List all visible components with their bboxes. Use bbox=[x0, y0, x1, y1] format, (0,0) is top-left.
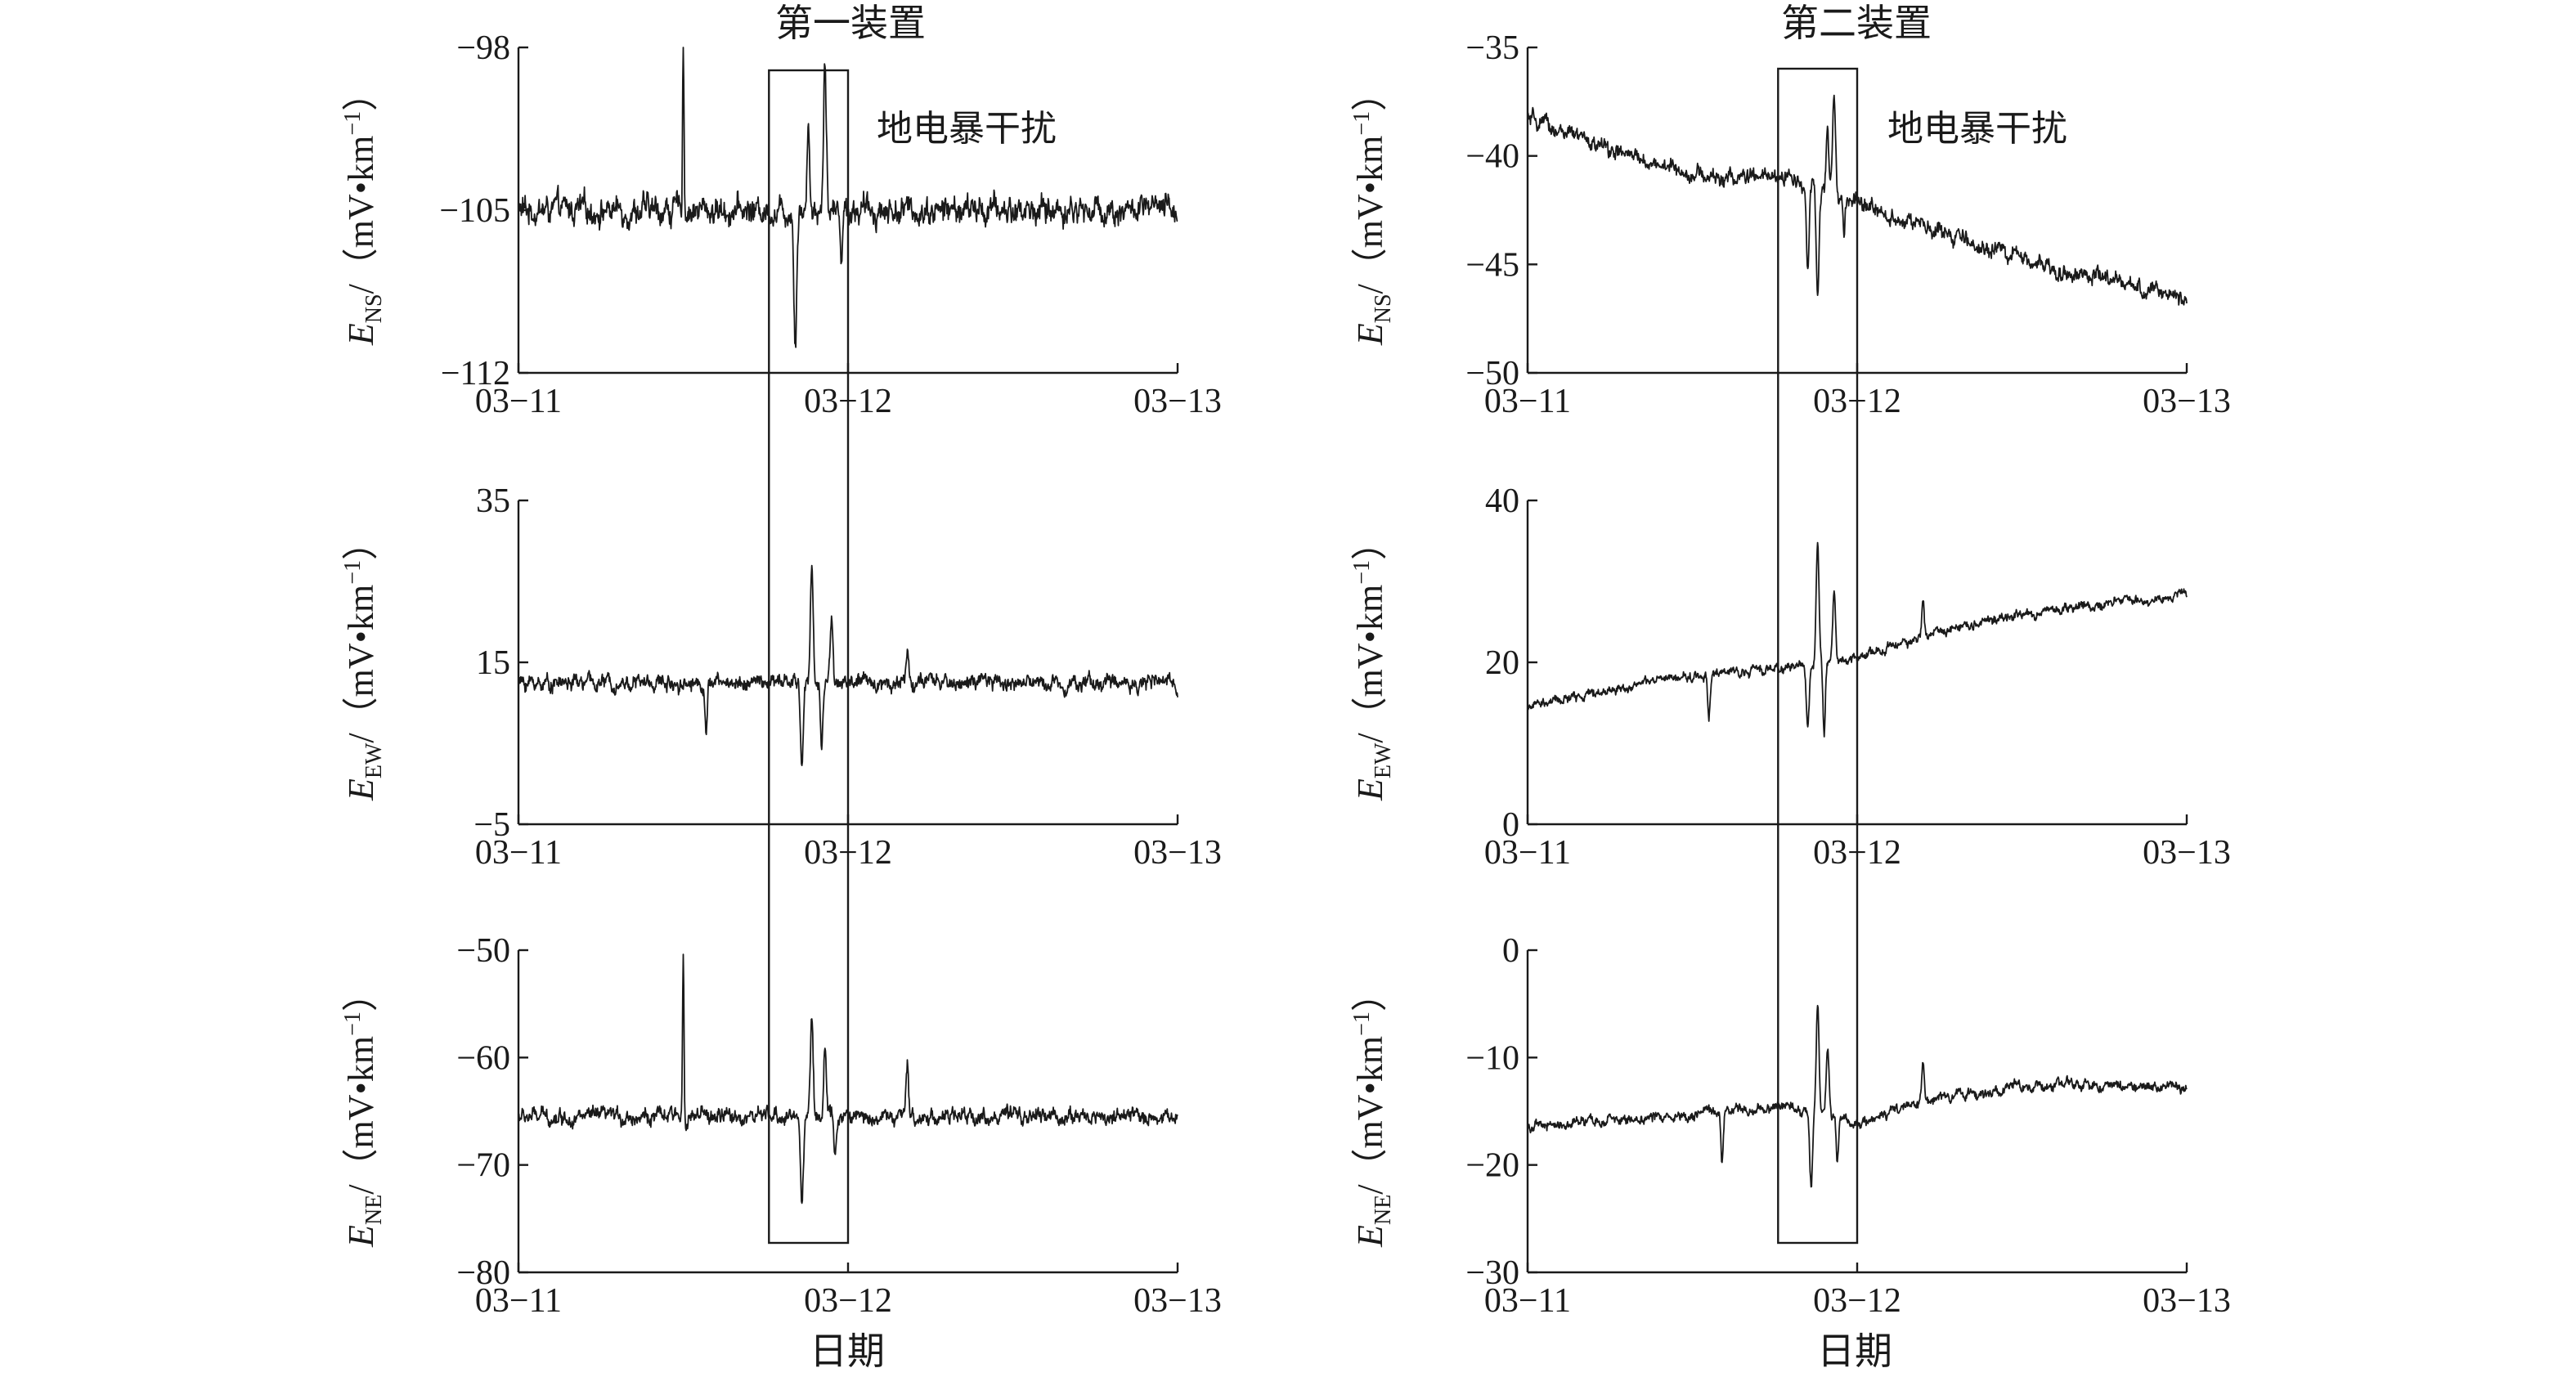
panel-right-ew-x-tick-label: 03−13 bbox=[2143, 834, 2231, 872]
panel-left-ne-x-tick-label: 03−12 bbox=[804, 1282, 892, 1320]
panel-left-ew-x-tick-label: 03−11 bbox=[475, 834, 562, 872]
panel-left-ne-y-tick-label: −60 bbox=[456, 1039, 510, 1077]
panel-right-ew-y-tick-label: 40 bbox=[1485, 482, 1519, 520]
panel-right-ne-x-tick-label: 03−13 bbox=[2143, 1282, 2231, 1320]
disturbance-box-right bbox=[1777, 67, 1859, 1245]
annotation-right: 地电暴干扰 bbox=[1887, 109, 2067, 149]
panel-left-ne-y-label: ENE/（mV•km−1） bbox=[340, 976, 387, 1248]
panel-left-ne-series-line bbox=[518, 953, 1178, 1204]
panel-left-ew-y-tick-label: 15 bbox=[476, 644, 510, 682]
panel-left-ew-y-label: EEW/（mV•km−1） bbox=[340, 524, 387, 801]
panel-left-ns-y-label: ENS/（mV•km−1） bbox=[340, 75, 387, 346]
panel-right-ns-y-tick-label: −45 bbox=[1465, 246, 1519, 284]
panel-right-ne-y-tick-label: 0 bbox=[1502, 932, 1519, 970]
panel-right-ew-y-label: EEW/（mV•km−1） bbox=[1349, 524, 1396, 801]
panel-right-ns-y-tick-label: −35 bbox=[1465, 29, 1519, 67]
column-title-right: 第二装置 bbox=[1781, 2, 1932, 44]
panel-left-ns-y-tick-label: −98 bbox=[456, 29, 510, 67]
panel-left-ew-y-tick-label: −5 bbox=[473, 806, 510, 844]
panel-left-ns-y-tick-label: −105 bbox=[439, 192, 510, 230]
panel-left-ns-series-line bbox=[518, 47, 1178, 348]
panel-right-ne-series-line bbox=[1527, 1004, 2188, 1188]
panel-left-ew-x-tick-label: 03−13 bbox=[1133, 834, 1222, 872]
panel-left-ns-x-tick-label: 03−12 bbox=[804, 383, 892, 420]
panel-right-ew-x-tick-label: 03−12 bbox=[1813, 834, 1901, 872]
panel-right-ns-series-line bbox=[1527, 94, 2188, 306]
panel-right-ns-y-label: ENS/（mV•km−1） bbox=[1349, 75, 1396, 346]
panel-left-ne-y-tick-label: −50 bbox=[456, 932, 510, 970]
panel-left-ns-x-tick-label: 03−11 bbox=[475, 383, 562, 420]
panel-right-ne-y-label: ENE/（mV•km−1） bbox=[1349, 976, 1396, 1248]
panel-right-ns-x-tick-label: 03−12 bbox=[1813, 383, 1901, 420]
disturbance-box-left bbox=[768, 69, 850, 1245]
panel-right-ew-y-tick-label: 0 bbox=[1502, 806, 1519, 844]
panel-right-ne-y-tick-label: −10 bbox=[1465, 1039, 1519, 1077]
panel-right-ne-y-tick-label: −30 bbox=[1465, 1254, 1519, 1292]
panel-right-ns-y-tick-label: −40 bbox=[1465, 138, 1519, 176]
panel-left-ns-y-tick-label: −112 bbox=[441, 355, 510, 392]
annotation-left: 地电暴干扰 bbox=[877, 109, 1057, 149]
panel-right-ns-y-tick-label: −50 bbox=[1465, 355, 1519, 392]
panel-left-ew-x-tick-label: 03−12 bbox=[804, 834, 892, 872]
panel-right-ns-x-tick-label: 03−11 bbox=[1484, 383, 1571, 420]
panel-right-ne-x-tick-label: 03−12 bbox=[1813, 1282, 1901, 1320]
panel-left-ne-y-tick-label: −70 bbox=[456, 1147, 510, 1185]
panel-left-ns-x-tick-label: 03−13 bbox=[1133, 383, 1222, 420]
panel-right-ew-x-tick-label: 03−11 bbox=[1484, 834, 1571, 872]
panel-left-ew-y-tick-label: 35 bbox=[476, 482, 510, 520]
panel-right-ns-x-tick-label: 03−13 bbox=[2143, 383, 2231, 420]
disturbance-boxes bbox=[768, 67, 1859, 1245]
x-axis-label-left: 日期 bbox=[810, 1330, 885, 1372]
panel-left-ew-series-line bbox=[518, 564, 1178, 766]
panel-left-ne-x-tick-label: 03−13 bbox=[1133, 1282, 1222, 1320]
column-title-left: 第一装置 bbox=[775, 2, 926, 44]
x-axis-label-right: 日期 bbox=[1817, 1330, 1892, 1372]
panel-right-ne-x-tick-label: 03−11 bbox=[1484, 1282, 1571, 1320]
panel-left-ne-x-tick-label: 03−11 bbox=[475, 1282, 562, 1320]
panel-right-ew-y-tick-label: 20 bbox=[1485, 644, 1519, 682]
panel-right-ne-y-tick-label: −20 bbox=[1465, 1147, 1519, 1185]
panel-right-ew-series-line bbox=[1527, 541, 2188, 738]
panel-left-ne-y-tick-label: −80 bbox=[456, 1254, 510, 1292]
